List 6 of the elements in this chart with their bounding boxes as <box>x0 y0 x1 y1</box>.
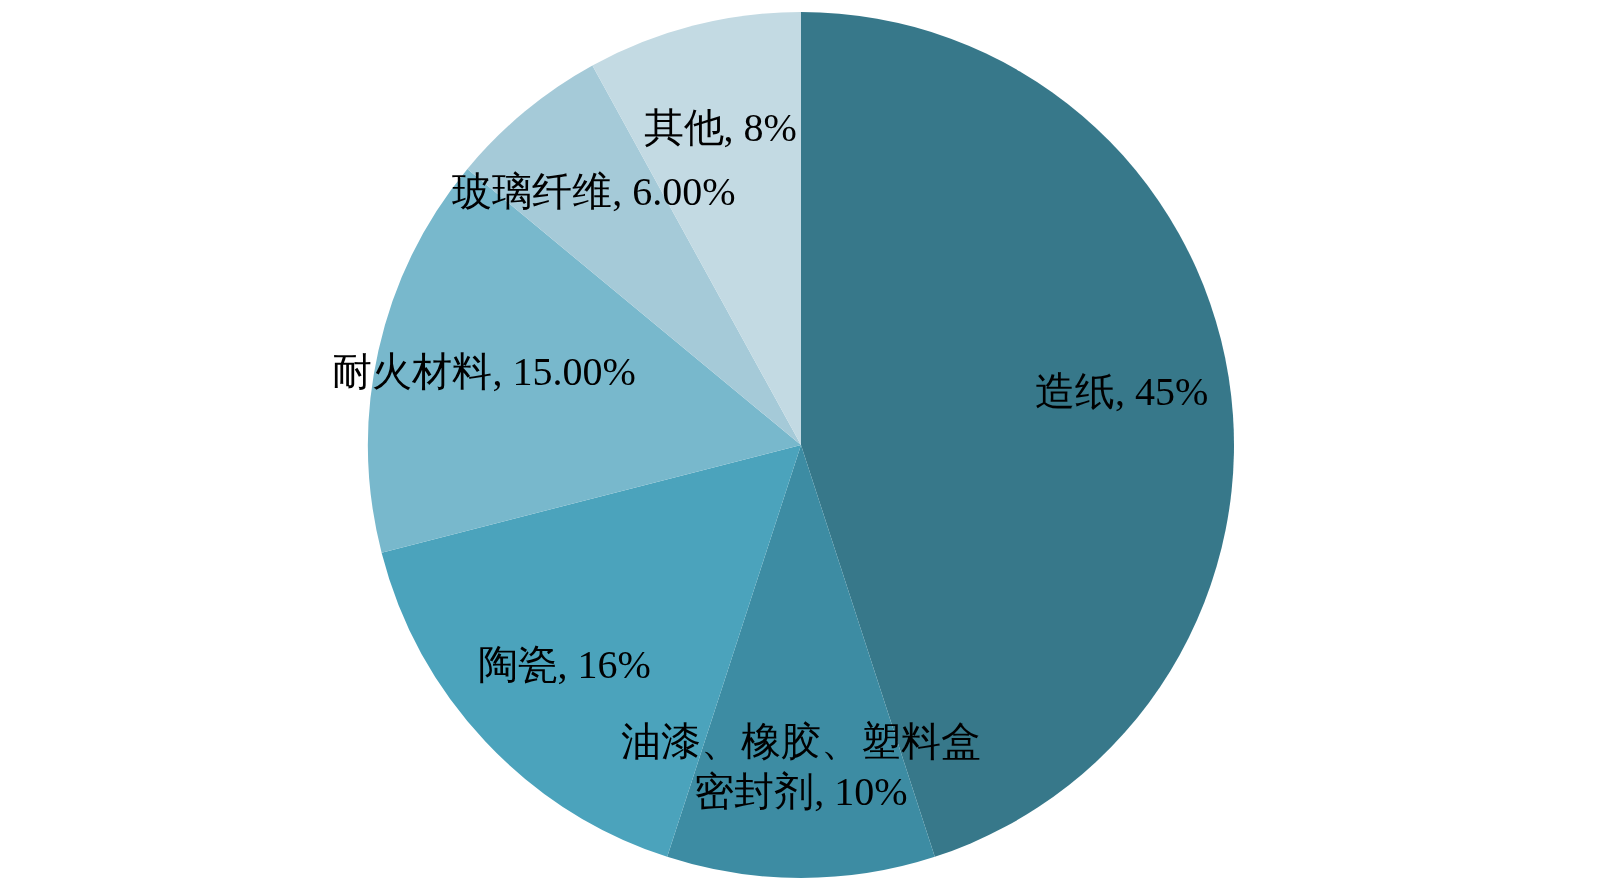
slice-label: 造纸, 45% <box>1035 368 1209 414</box>
slice-label: 玻璃纤维, 6.00% <box>452 169 736 215</box>
slice-label: 其他, 8% <box>643 104 797 150</box>
slice-label: 油漆、橡胶、塑料盒密封剂, 10% <box>621 719 981 815</box>
slice-label: 陶瓷, 16% <box>477 641 651 687</box>
slice-label: 耐火材料, 15.00% <box>332 348 636 394</box>
